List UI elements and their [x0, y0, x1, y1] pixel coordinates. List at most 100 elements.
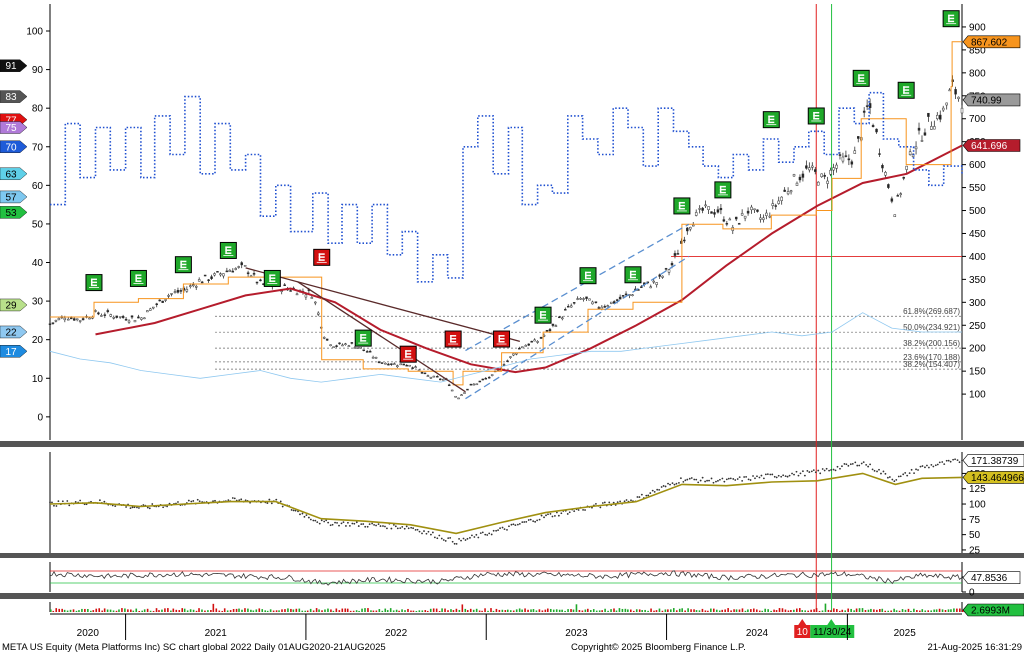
candle-body	[606, 305, 610, 307]
panel2-dot	[51, 501, 53, 504]
candle-body	[109, 314, 113, 317]
panel2-dot	[699, 479, 702, 482]
left-axis-tick-label: 30	[32, 297, 44, 308]
volume-bar	[264, 610, 267, 612]
earnings-marker-glyph	[678, 201, 685, 204]
volume-bar	[309, 608, 312, 612]
volume-bar	[324, 609, 326, 612]
volume-bar	[632, 610, 635, 612]
trendline	[245, 267, 521, 342]
right-value-tag: 740.99	[962, 93, 1021, 106]
candle-body	[762, 217, 765, 220]
panel2-dot	[956, 459, 959, 462]
panel2-dot	[394, 525, 397, 528]
panel2-dot	[760, 474, 763, 477]
candle-body	[506, 360, 509, 362]
candle-body	[930, 126, 933, 130]
earnings-marker	[493, 330, 511, 348]
panel2-dot	[656, 488, 659, 491]
right-value-tag: 641.696	[962, 139, 1021, 152]
left-value-tag: 63	[0, 167, 28, 180]
candle-body	[118, 316, 122, 318]
volume-bar	[924, 610, 927, 612]
left-value-tag: 70	[0, 140, 28, 153]
panel2-dot	[547, 513, 549, 516]
panel2-dot	[471, 534, 473, 537]
candle-body	[304, 294, 308, 298]
candle-body	[484, 377, 487, 380]
panel2-dot	[416, 528, 419, 531]
volume-bar	[384, 608, 387, 612]
candle-body	[564, 309, 567, 311]
volume-bar	[112, 610, 115, 612]
panel2-dot	[303, 515, 306, 518]
volume-bar	[919, 610, 921, 612]
volume-bar	[472, 609, 475, 612]
panel2-dot	[825, 467, 828, 470]
left-axis-tick-label: 100	[26, 27, 43, 38]
candle-body	[246, 272, 250, 275]
volume-bar	[252, 610, 255, 612]
candle-body	[582, 298, 585, 300]
volume-bar	[75, 610, 78, 612]
panel2-dot	[368, 523, 371, 526]
panel2-dot	[888, 476, 891, 478]
candle-body	[325, 338, 329, 341]
panel2-dot	[318, 522, 321, 525]
panel2-dot	[151, 503, 154, 505]
earnings-markers	[85, 10, 960, 363]
left-axis-tick-label: 80	[32, 104, 44, 115]
earnings-marker-glyph	[180, 260, 182, 269]
panel2-dot	[584, 509, 586, 511]
earnings-marker-glyph	[948, 20, 955, 23]
panel2-dot	[954, 458, 956, 461]
volume-bar	[587, 608, 589, 612]
panel2-dot	[466, 537, 469, 540]
candle-body	[783, 189, 786, 192]
panel2-dot	[803, 474, 806, 477]
volume-bar	[535, 610, 538, 612]
earnings-marker	[129, 269, 147, 287]
panel2-dot	[292, 509, 295, 512]
candle-body	[365, 351, 369, 353]
volume-bar	[864, 610, 867, 612]
volume-bar	[801, 610, 804, 612]
panel2-dot	[636, 496, 639, 498]
panel2-dot	[521, 521, 524, 524]
candle-body	[243, 265, 247, 267]
volume-bar	[527, 609, 529, 612]
panel2-dot	[847, 464, 850, 467]
panel2-dot	[336, 521, 338, 524]
candle-body	[203, 274, 207, 277]
candle-body	[140, 317, 143, 320]
volume-bar	[426, 610, 429, 612]
volume-bar	[604, 608, 606, 612]
candle-body	[155, 303, 158, 306]
candle-body	[509, 356, 512, 358]
candle-body	[314, 301, 317, 304]
panel2-dot	[386, 527, 388, 530]
panel2-dot	[340, 522, 343, 525]
volume-bar	[478, 610, 481, 612]
panel2-dot	[878, 468, 880, 471]
candle-body	[838, 154, 842, 156]
earnings-marker-glyph	[225, 249, 232, 251]
volume-bar	[138, 610, 141, 612]
volume-bar	[624, 608, 627, 612]
volume-bar	[867, 609, 870, 612]
volume-bar	[370, 610, 372, 612]
candle-body	[618, 296, 622, 300]
volume-bar	[916, 610, 918, 612]
panel2-dot	[460, 539, 462, 542]
volume-bar	[764, 608, 766, 612]
candle-body	[792, 174, 796, 177]
volume-bar	[641, 610, 643, 612]
candle-body	[569, 305, 573, 308]
candle-body	[850, 161, 854, 165]
panel2-dot	[444, 540, 447, 542]
panel2-dot	[551, 515, 554, 518]
earnings-marker-glyph	[858, 77, 865, 79]
right-axis-tick-label: 600	[969, 160, 986, 171]
panel2-dot	[325, 519, 328, 522]
candle-body	[908, 151, 912, 155]
